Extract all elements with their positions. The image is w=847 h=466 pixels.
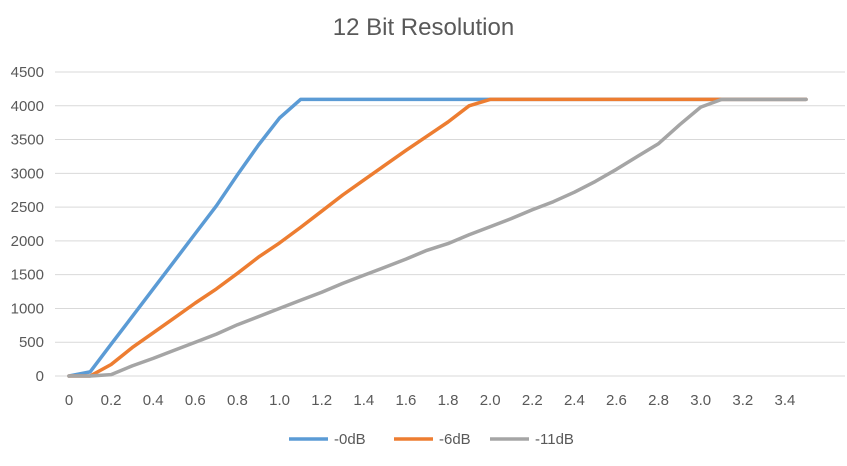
y-tick-label: 500 (19, 334, 44, 351)
legend-label: -0dB (334, 431, 366, 448)
y-tick-label: 0 (36, 368, 44, 385)
gridlines (55, 71, 845, 377)
x-tick-label: 2.8 (648, 392, 669, 409)
x-tick-label: 1.0 (269, 392, 290, 409)
x-tick-label: 0.6 (185, 392, 206, 409)
y-tick-label: 3000 (11, 165, 44, 182)
legend-item: -0dB (289, 431, 366, 448)
x-tick-label: 2.6 (606, 392, 627, 409)
y-tick-label: 4000 (11, 98, 44, 115)
y-tick-label: 2000 (11, 233, 44, 250)
y-tick-label: 2500 (11, 199, 44, 216)
y-tick-label: 3500 (11, 132, 44, 149)
legend: -0dB -6dB -11dB (289, 431, 574, 448)
legend-item: -6dB (394, 431, 471, 448)
x-tick-label: 0.2 (101, 392, 122, 409)
x-tick-label: 3.0 (690, 392, 711, 409)
x-tick-label: 0.8 (227, 392, 248, 409)
chart-title: 12 Bit Resolution (332, 14, 515, 41)
x-tick-label: 2.4 (564, 392, 585, 409)
x-tick-label: 3.2 (732, 392, 753, 409)
x-tick-label: 0.4 (143, 392, 164, 409)
x-tick-label: 2.0 (480, 392, 501, 409)
x-tick-label: 0 (65, 392, 73, 409)
x-axis-ticks: 0 0.2 0.4 0.6 0.8 1.0 1.2 1.4 1.6 1.8 2.0 2.2 2.4 2.6… (65, 392, 796, 409)
x-tick-label: 1.4 (353, 392, 374, 409)
x-tick-label: 1.6 (395, 392, 416, 409)
y-tick-label: 1000 (11, 300, 44, 317)
x-tick-label: 3.4 (775, 392, 796, 409)
x-tick-label: 2.2 (522, 392, 543, 409)
legend-label: -6dB (439, 431, 471, 448)
series-lines (67, 97, 808, 378)
y-axis-ticks: 0 500 1000 1500 2000 2500 3000 3500 4000 4500 (11, 64, 44, 385)
x-tick-label: 1.2 (311, 392, 332, 409)
series-line-3 (67, 97, 808, 378)
legend-item: -11dB (490, 431, 574, 448)
y-tick-label: 1500 (11, 267, 44, 284)
y-tick-label: 4500 (11, 64, 44, 81)
series-line-1 (67, 97, 808, 378)
x-tick-label: 1.8 (438, 392, 459, 409)
legend-label: -11dB (535, 431, 574, 448)
series-line-2 (67, 97, 808, 378)
